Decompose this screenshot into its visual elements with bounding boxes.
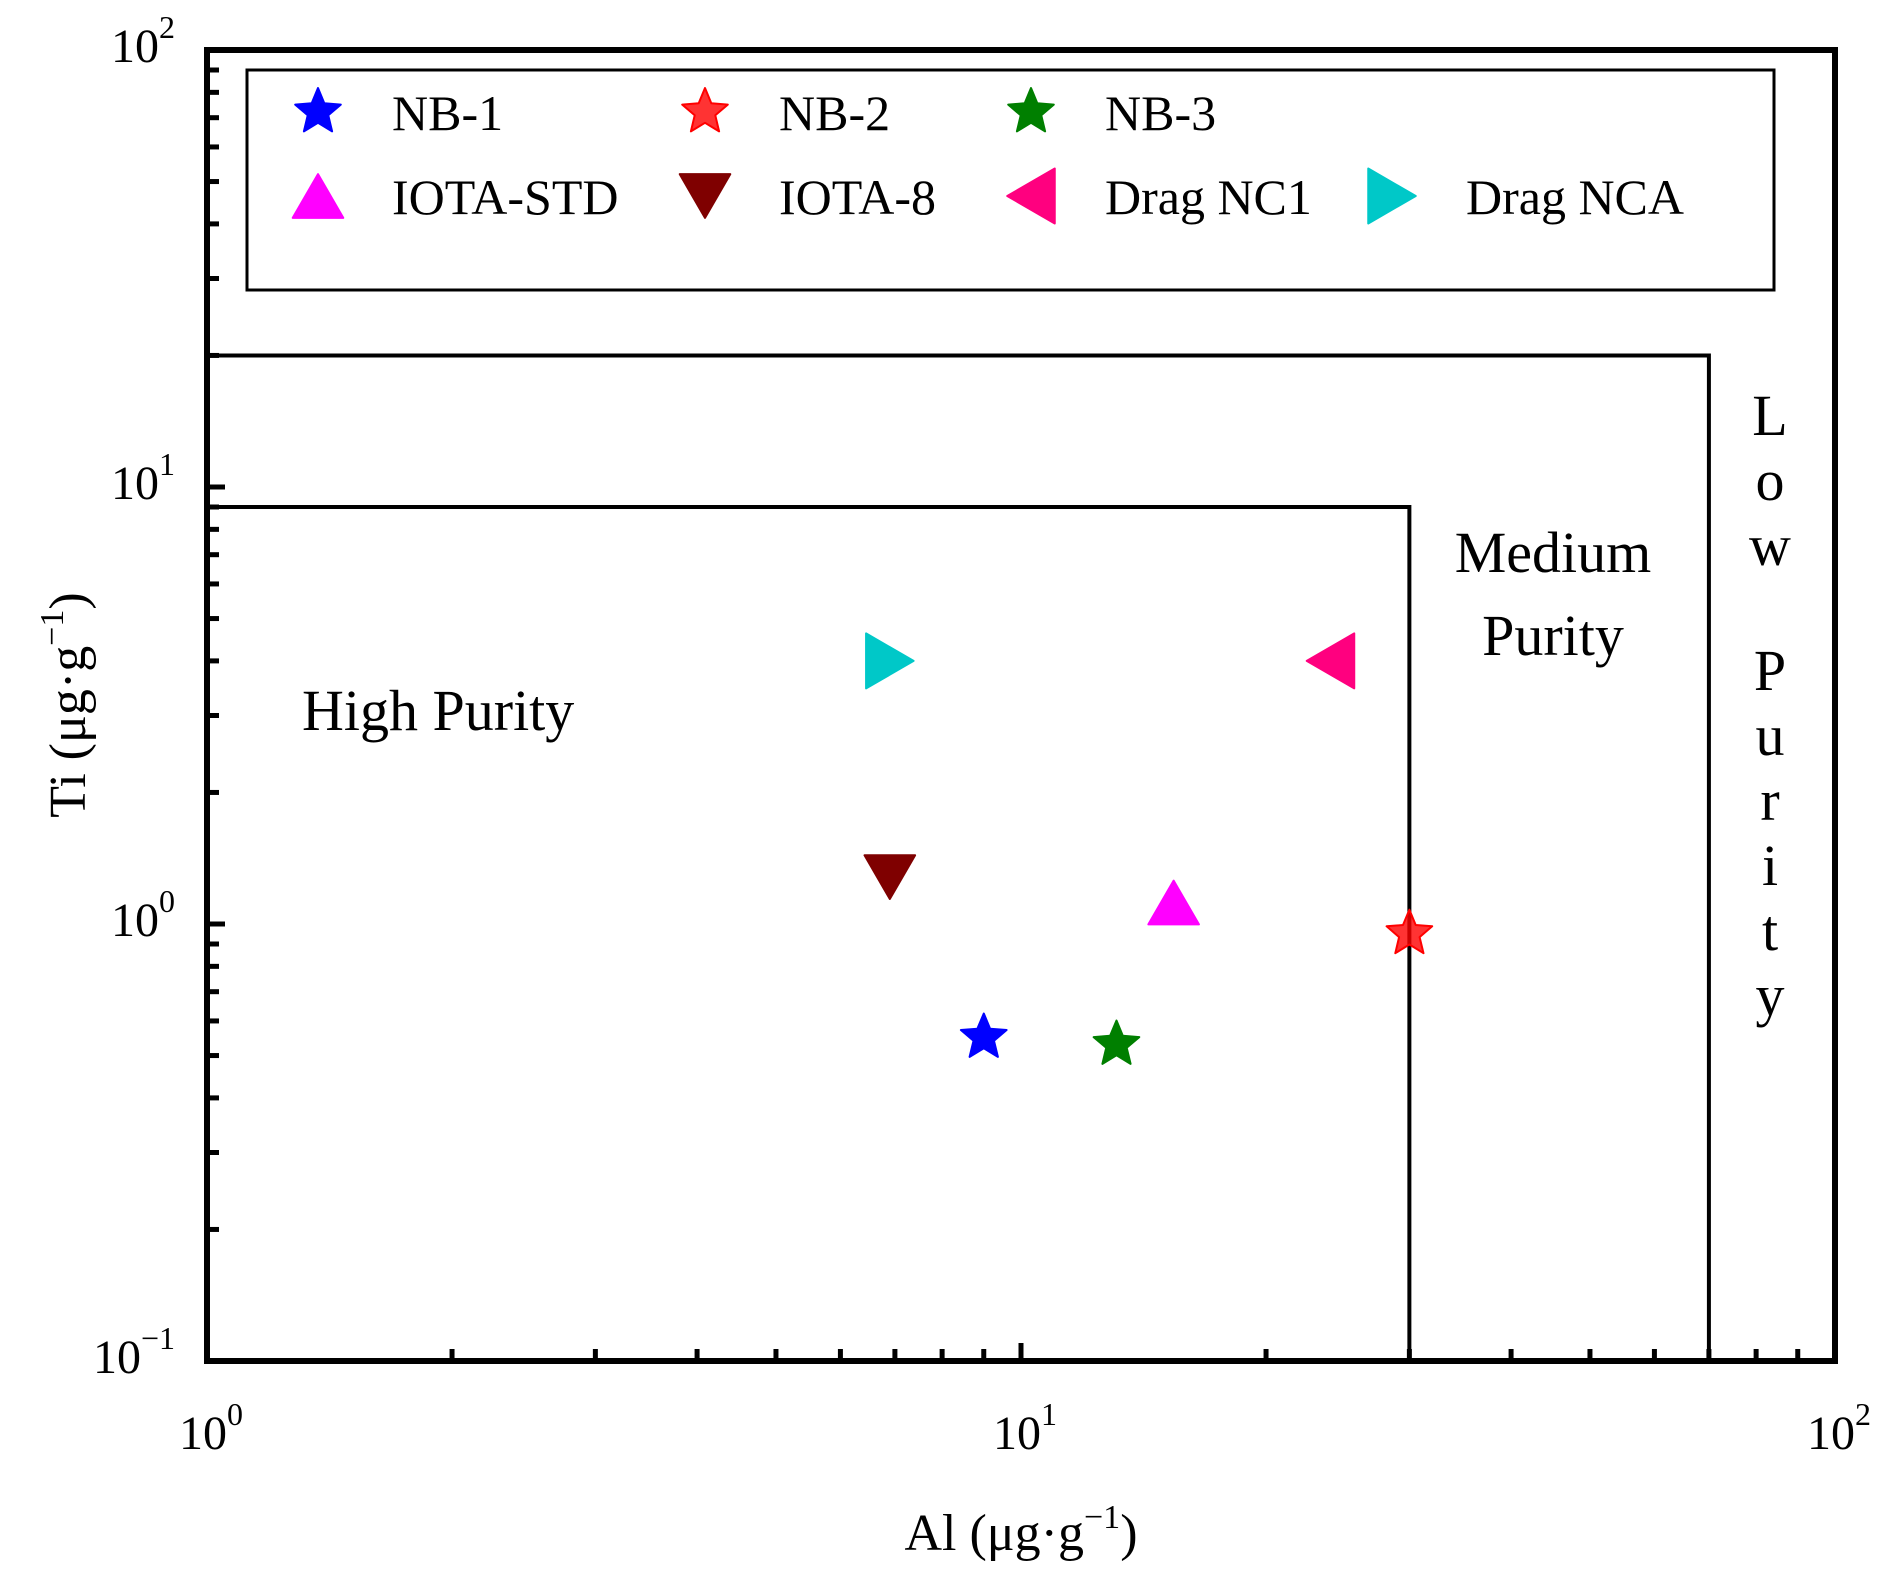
legend-label-drag-nc1: Drag NC1 bbox=[1105, 169, 1312, 225]
x-tick-label: 101 bbox=[993, 1396, 1057, 1460]
x-axis-label: Al (μg·g−1) bbox=[904, 1499, 1137, 1562]
legend-item-nb-2: NB-2 bbox=[681, 85, 890, 141]
low-purity-label-char: L bbox=[1752, 383, 1787, 448]
legend-item-nb-1: NB-1 bbox=[294, 85, 503, 141]
y-tick-label-base: 10 bbox=[93, 1331, 141, 1384]
x-axis-label-sup: −1 bbox=[1084, 1499, 1120, 1536]
legend-item-drag-nc1: Drag NC1 bbox=[1006, 167, 1312, 225]
purity-region-boundaries bbox=[207, 353, 1711, 1361]
low-purity-label-char: t bbox=[1762, 898, 1778, 963]
legend: NB-1 NB-2 NB-3 IOTA-STD IOTA-8 Drag NC1 Drag N… bbox=[245, 68, 1776, 292]
high-purity-label: High Purity bbox=[302, 678, 574, 743]
x-tick-label: 102 bbox=[1807, 1396, 1871, 1460]
data-point-iota-std bbox=[1147, 879, 1200, 926]
medium-purity-label-line2: Purity bbox=[1482, 603, 1624, 668]
x-tick-label-base: 10 bbox=[1807, 1407, 1855, 1460]
y-tick-label-exponent: 0 bbox=[159, 883, 175, 919]
y-tick-label: 102 bbox=[111, 9, 175, 73]
data-point-iota-8 bbox=[863, 854, 917, 900]
data-point-drag-nc1 bbox=[1305, 632, 1356, 690]
region-boundary-high-purity bbox=[207, 504, 1412, 1361]
medium-purity-label-line1: Medium bbox=[1455, 520, 1652, 585]
legend-item-iota-8: IOTA-8 bbox=[678, 169, 936, 225]
x-tick-label-exponent: 2 bbox=[1855, 1396, 1871, 1432]
y-tick-label: 100 bbox=[111, 883, 175, 947]
y-axis-label: Ti (μg·g−1) bbox=[34, 592, 97, 817]
legend-marker-drag-nc1 bbox=[1006, 167, 1056, 225]
y-tick-label: 10−1 bbox=[93, 1320, 175, 1384]
y-tick-label-base: 10 bbox=[111, 20, 159, 73]
y-tick-label-exponent: 2 bbox=[159, 9, 175, 45]
legend-marker-nb-1 bbox=[294, 87, 342, 133]
legend-item-nb-3: NB-3 bbox=[1007, 85, 1216, 141]
legend-label-nb-1: NB-1 bbox=[392, 85, 503, 141]
data-point-nb-2 bbox=[1385, 908, 1434, 955]
low-purity-label-char: P bbox=[1754, 638, 1786, 703]
y-axis-label-close: ) bbox=[40, 592, 97, 609]
data-points bbox=[863, 632, 1434, 1065]
data-point-drag-nca bbox=[865, 632, 915, 690]
low-purity-label-char: o bbox=[1756, 448, 1785, 513]
region-boundary-medium-purity bbox=[207, 353, 1711, 1361]
legend-marker-iota-8 bbox=[678, 173, 732, 219]
y-axis-label-main: Ti (μg·g bbox=[40, 646, 97, 818]
low-purity-label-char: u bbox=[1756, 703, 1785, 768]
low-purity-label-char: r bbox=[1760, 768, 1779, 833]
data-point-nb-3 bbox=[1092, 1019, 1141, 1065]
x-tick-label-exponent: 1 bbox=[1041, 1396, 1057, 1432]
y-tick-label: 101 bbox=[111, 446, 175, 510]
legend-marker-drag-nca bbox=[1367, 167, 1417, 225]
legend-marker-iota-std bbox=[291, 173, 345, 219]
legend-label-drag-nca: Drag NCA bbox=[1466, 169, 1684, 225]
low-purity-label-char: y bbox=[1756, 963, 1785, 1028]
plot-frame bbox=[204, 47, 1838, 1364]
x-axis-label-main: Al (μg·g bbox=[904, 1505, 1084, 1562]
x-tick-label: 100 bbox=[179, 1396, 243, 1460]
x-axis-label-close: ) bbox=[1120, 1505, 1137, 1562]
legend-label-iota-8: IOTA-8 bbox=[779, 169, 936, 225]
y-tick-label-exponent: 1 bbox=[159, 446, 175, 482]
low-purity-label-char: i bbox=[1762, 833, 1778, 898]
x-tick-label-base: 10 bbox=[179, 1407, 227, 1460]
legend-item-iota-std: IOTA-STD bbox=[291, 169, 619, 225]
y-axis-label-sup: −1 bbox=[34, 610, 71, 646]
legend-label-iota-std: IOTA-STD bbox=[392, 169, 619, 225]
y-tick-label-exponent: −1 bbox=[141, 1320, 175, 1356]
data-point-nb-1 bbox=[959, 1012, 1008, 1058]
legend-item-drag-nca: Drag NCA bbox=[1367, 167, 1684, 225]
x-tick-label-base: 10 bbox=[993, 1407, 1041, 1460]
y-tick-label-base: 10 bbox=[111, 894, 159, 947]
legend-marker-nb-2 bbox=[681, 87, 729, 133]
low-purity-label-char: w bbox=[1749, 513, 1791, 578]
legend-label-nb-3: NB-3 bbox=[1105, 85, 1216, 141]
legend-label-nb-2: NB-2 bbox=[779, 85, 890, 141]
y-tick-label-base: 10 bbox=[111, 457, 159, 510]
x-tick-label-exponent: 0 bbox=[227, 1396, 243, 1432]
legend-marker-nb-3 bbox=[1007, 87, 1055, 133]
